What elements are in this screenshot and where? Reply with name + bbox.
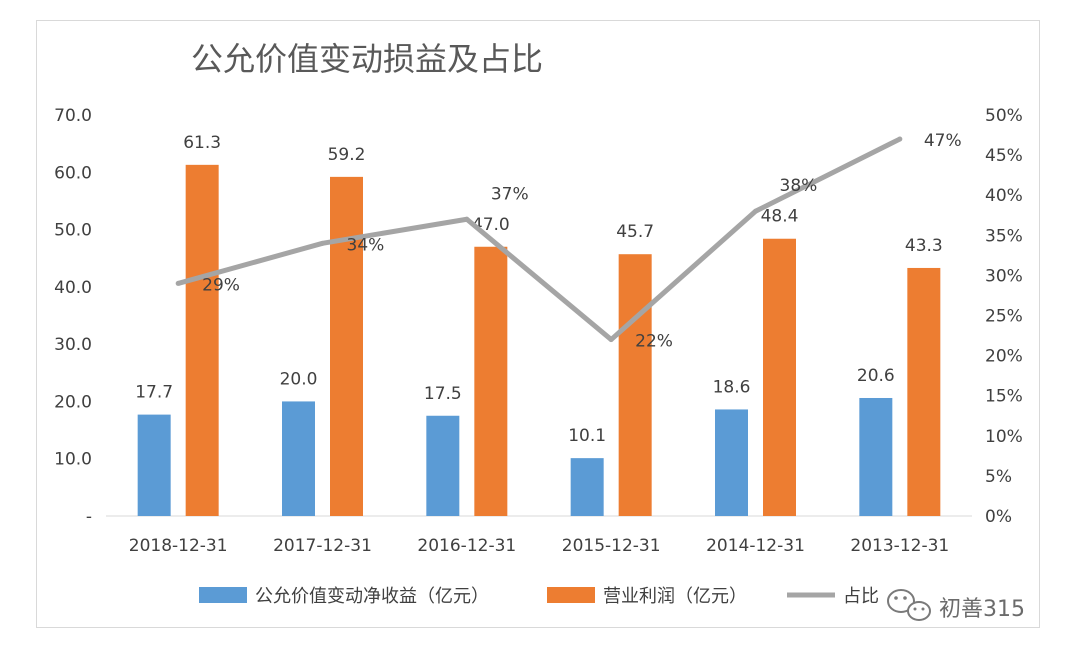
y-left-tick-label: 50.0 — [54, 221, 92, 241]
legend-swatch — [199, 587, 247, 603]
bar-operating-profit — [474, 246, 508, 516]
bar-fair-value — [282, 401, 315, 516]
line-data-label: 37% — [491, 184, 529, 204]
bar-fair-value — [859, 397, 893, 516]
line-point — [464, 216, 470, 222]
plot-area: - 10.0 20.0 30.0 40.0 50.0 60.0 70.0 0% 5% 10% 15% 2… — [54, 106, 1023, 556]
y-right-tick-label: 35% — [985, 226, 1023, 246]
data-label: 45.7 — [616, 222, 654, 242]
line-data-label: 22% — [635, 332, 673, 352]
y-left-tick-label: 30.0 — [54, 335, 92, 355]
data-label: 18.6 — [713, 377, 751, 397]
y-right-tick-label: 50% — [985, 106, 1023, 126]
data-label: 17.7 — [135, 383, 173, 403]
data-label: 17.5 — [424, 384, 462, 404]
legend-label: 营业利润（亿元） — [603, 586, 747, 607]
line-point — [753, 208, 758, 214]
data-label: 20.0 — [280, 369, 318, 389]
bar-fair-value — [426, 415, 460, 516]
data-label: 10.1 — [568, 426, 606, 446]
line-data-label: 34% — [347, 235, 385, 255]
bar-operating-profit — [330, 176, 363, 516]
line-point — [320, 240, 325, 246]
bar-fair-value — [715, 409, 748, 516]
y-right-tick-label: 15% — [985, 387, 1023, 407]
legend-item: 公允价值变动净收益（亿元） — [199, 586, 489, 607]
x-tick-label: 2016-12-31 — [417, 536, 516, 556]
y-left-tick-label: 70.0 — [54, 106, 92, 126]
x-tick-label: 2015-12-31 — [562, 536, 661, 556]
y-right-tick-label: 40% — [985, 186, 1023, 206]
y-left-tick-label: - — [86, 507, 92, 527]
line-data-label: 29% — [202, 275, 240, 295]
x-tick-label: 2017-12-31 — [273, 536, 372, 556]
y-right-tick-label: 0% — [985, 507, 1012, 527]
y-left-tick-label: 60.0 — [54, 163, 92, 183]
watermark: 初善315 — [887, 589, 1025, 622]
y-right-tick-label: 5% — [985, 467, 1012, 487]
legend-label: 占比 — [843, 586, 879, 607]
y-left-tick-label: 20.0 — [54, 392, 92, 412]
bar-operating-profit — [185, 164, 219, 517]
data-label: 47.0 — [472, 215, 510, 235]
y-left-tick-label: 10.0 — [54, 450, 92, 470]
chart-frame: 公允价值变动损益及占比 - 10.0 20.0 30.0 40.0 50.0 60.0 70.… — [36, 20, 1040, 628]
y-right-tick-label: 20% — [985, 347, 1023, 367]
bar-fair-value — [137, 414, 171, 516]
y-right-tick-label: 30% — [985, 266, 1023, 286]
y-left-tick-label: 40.0 — [54, 278, 92, 298]
x-tick-label: 2018-12-31 — [129, 536, 228, 556]
data-label: 43.3 — [905, 236, 943, 256]
data-label: 59.2 — [328, 145, 366, 165]
watermark-text: 初善315 — [939, 597, 1025, 622]
y-right-tick-label: 45% — [985, 146, 1023, 166]
legend-label: 公允价值变动净收益（亿元） — [255, 586, 489, 607]
x-tick-label: 2014-12-31 — [706, 536, 805, 556]
line-point — [897, 136, 903, 142]
bar-operating-profit — [763, 238, 796, 517]
line-data-label: 47% — [924, 131, 962, 151]
chart-title: 公允价值变动损益及占比 — [191, 40, 543, 78]
legend-item: 占比 — [787, 586, 879, 607]
bar-operating-profit — [907, 267, 941, 516]
x-tick-label: 2013-12-31 — [850, 536, 949, 556]
line-point — [608, 337, 614, 343]
y-right-tick-label: 10% — [985, 427, 1023, 447]
data-label: 20.6 — [857, 366, 895, 386]
legend-swatch — [547, 587, 595, 603]
bar-fair-value — [570, 458, 604, 516]
legend: 公允价值变动净收益（亿元） 营业利润（亿元） 占比 — [199, 586, 879, 607]
legend-item: 营业利润（亿元） — [547, 586, 747, 607]
wechat-icon — [887, 589, 931, 621]
line-point — [175, 280, 181, 286]
data-label: 48.4 — [761, 207, 799, 227]
line-ratio — [177, 136, 901, 343]
chart: 公允价值变动损益及占比 - 10.0 20.0 30.0 40.0 50.0 60.0 70.… — [54, 40, 1025, 622]
data-label: 61.3 — [183, 133, 221, 153]
line-data-label: 38% — [780, 176, 818, 196]
y-right-tick-label: 25% — [985, 307, 1023, 327]
bar-operating-profit — [618, 254, 652, 516]
